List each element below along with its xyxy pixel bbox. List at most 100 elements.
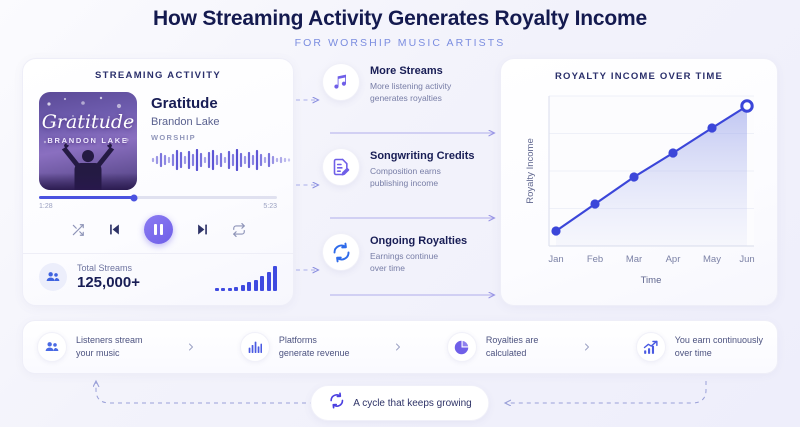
page-subtitle: FOR WORSHIP MUSIC ARTISTS <box>294 37 506 49</box>
player-controls <box>23 210 293 253</box>
page-header: How Streaming Activity Generates Royalty… <box>0 0 800 49</box>
step-desc-line1: More listening activity <box>370 81 452 91</box>
playback-progress[interactable]: 1:28 5:23 <box>23 190 293 210</box>
chart-x-tick-labels: Jan Feb Mar Apr May Jun <box>548 254 754 265</box>
step-text: Ongoing Royalties Earnings continue over… <box>370 233 467 275</box>
flow-step-line2: generate revenue <box>278 348 350 358</box>
flow-step-line1: You earn continuously <box>674 334 763 345</box>
flow-step-text: Listeners stream your music <box>76 334 143 361</box>
flow-step-line1: Listeners stream <box>76 334 143 345</box>
track-title: Gratitude <box>151 95 218 112</box>
step-desc-line2: publishing income <box>370 178 439 189</box>
next-track-icon[interactable] <box>195 222 210 237</box>
document-edit-icon <box>322 148 360 186</box>
album-art-bokeh <box>43 96 131 144</box>
progress-times: 1:28 5:23 <box>39 203 277 210</box>
middle-steps: More Streams More listening activity gen… <box>322 63 492 293</box>
chart-title: ROYALTY INCOME OVER TIME <box>555 71 723 82</box>
album-art-title: Gratitude <box>41 111 135 133</box>
flow-step-earn: You earn continuously over time <box>635 332 763 362</box>
step-text: More Streams More listening activity gen… <box>370 63 451 105</box>
track-row: Gratitude BRANDON LAKE Gratitude Brandon… <box>23 81 293 190</box>
chevron-right-icon <box>349 341 446 353</box>
flow-step-line2: over time <box>674 348 712 358</box>
step-title: Ongoing Royalties <box>370 235 468 247</box>
svg-text:Apr: Apr <box>666 254 681 265</box>
royalty-line-chart: Jan Feb Mar Apr May Jun Time Royalty Inc… <box>525 95 755 286</box>
step-title: Songwriting Credits <box>370 150 475 162</box>
flow-step-line2: calculated <box>485 348 527 358</box>
flow-step-text: Royalties are calculated <box>486 334 539 361</box>
step-desc: More listening activity generates royalt… <box>370 80 451 105</box>
main-stage: STREAMING ACTIVITY <box>0 55 800 315</box>
streaming-activity-heading: STREAMING ACTIVITY <box>95 70 221 81</box>
flow-step-line1: Royalties are <box>485 334 539 345</box>
svg-text:Jun: Jun <box>739 254 754 265</box>
people-icon <box>37 332 67 362</box>
step-desc-line2: over time <box>370 263 405 274</box>
pause-icon[interactable] <box>143 215 173 244</box>
step-desc-line1: Composition earns <box>370 166 441 176</box>
trending-up-icon <box>635 332 666 362</box>
svg-text:May: May <box>703 254 721 265</box>
total-streams-value: 125,000+ <box>77 274 140 291</box>
panel-divider <box>23 253 293 254</box>
streaming-activity-panel: STREAMING ACTIVITY <box>22 58 294 306</box>
progress-knob[interactable] <box>130 194 138 201</box>
flow-step-text: Platforms generate revenue <box>279 334 350 361</box>
flow-step-line2: your music <box>76 348 120 358</box>
repeat-icon[interactable] <box>232 222 246 237</box>
royalty-chart-panel: ROYALTY INCOME OVER TIME <box>500 58 778 306</box>
chart-line <box>555 105 748 232</box>
total-streams-label: Total Streams <box>77 263 133 273</box>
total-streams-text: Total Streams 125,000+ <box>77 263 140 291</box>
bar-chart-icon <box>239 332 270 362</box>
chart-x-axis-label: Time <box>641 275 662 286</box>
loop-arrow-right <box>505 381 707 403</box>
flow-step-line1: Platforms <box>278 334 317 345</box>
step-desc-line2: generates royalties <box>370 93 442 104</box>
chart-y-axis-label: Royalty Income <box>525 138 536 203</box>
svg-text:Mar: Mar <box>626 254 642 265</box>
album-art: Gratitude BRANDON LAKE <box>39 92 137 190</box>
previous-track-icon[interactable] <box>107 222 122 237</box>
cycle-banner: A cycle that keeps growing <box>310 385 490 421</box>
track-artist: Brandon Lake <box>151 116 220 128</box>
step-desc-line1: Earnings continue <box>370 251 439 261</box>
bar-chart-icon <box>214 264 277 291</box>
step-ongoing-royalties: Ongoing Royalties Earnings continue over… <box>322 233 492 293</box>
total-streams-row: Total Streams 125,000+ <box>23 254 293 291</box>
people-icon <box>39 263 67 291</box>
cycle-banner-text: A cycle that keeps growing <box>353 397 472 409</box>
step-title: More Streams <box>370 65 443 77</box>
track-meta: Gratitude Brandon Lake WORSHIP <box>151 92 291 190</box>
album-art-artist: BRANDON LAKE <box>47 136 129 145</box>
process-flow-strip: Listeners stream your music Platforms ge… <box>22 320 778 374</box>
flow-step-text: You earn continuously over time <box>675 334 763 361</box>
progress-track[interactable] <box>39 194 277 201</box>
page-title: How Streaming Activity Generates Royalty… <box>153 7 647 30</box>
flow-step-platforms: Platforms generate revenue <box>239 332 350 362</box>
step-more-streams: More Streams More listening activity gen… <box>322 63 492 123</box>
chart-area-fill <box>556 106 747 246</box>
audio-waveform-icon <box>151 148 291 172</box>
svg-text:Jan: Jan <box>548 254 563 265</box>
duration-time: 5:23 <box>263 203 277 210</box>
loop-arrow-left <box>96 381 330 404</box>
flow-step-royalties: Royalties are calculated <box>446 332 539 362</box>
chart-data-points <box>551 99 754 236</box>
refresh-cycle-icon <box>322 233 360 271</box>
svg-text:Feb: Feb <box>587 254 603 265</box>
pie-chart-icon <box>446 332 477 362</box>
step-desc: Composition earns publishing income <box>370 165 475 190</box>
chevron-right-icon <box>143 341 240 353</box>
album-art-crowd <box>39 173 137 190</box>
step-desc: Earnings continue over time <box>370 250 467 275</box>
music-note-icon <box>322 63 360 101</box>
track-genre: WORSHIP <box>151 133 196 142</box>
shuffle-icon[interactable] <box>71 223 85 237</box>
elapsed-time: 1:28 <box>39 203 53 210</box>
step-text: Songwriting Credits Composition earns pu… <box>370 148 475 190</box>
dashed-arrow <box>296 100 318 270</box>
refresh-cycle-icon <box>328 392 345 414</box>
